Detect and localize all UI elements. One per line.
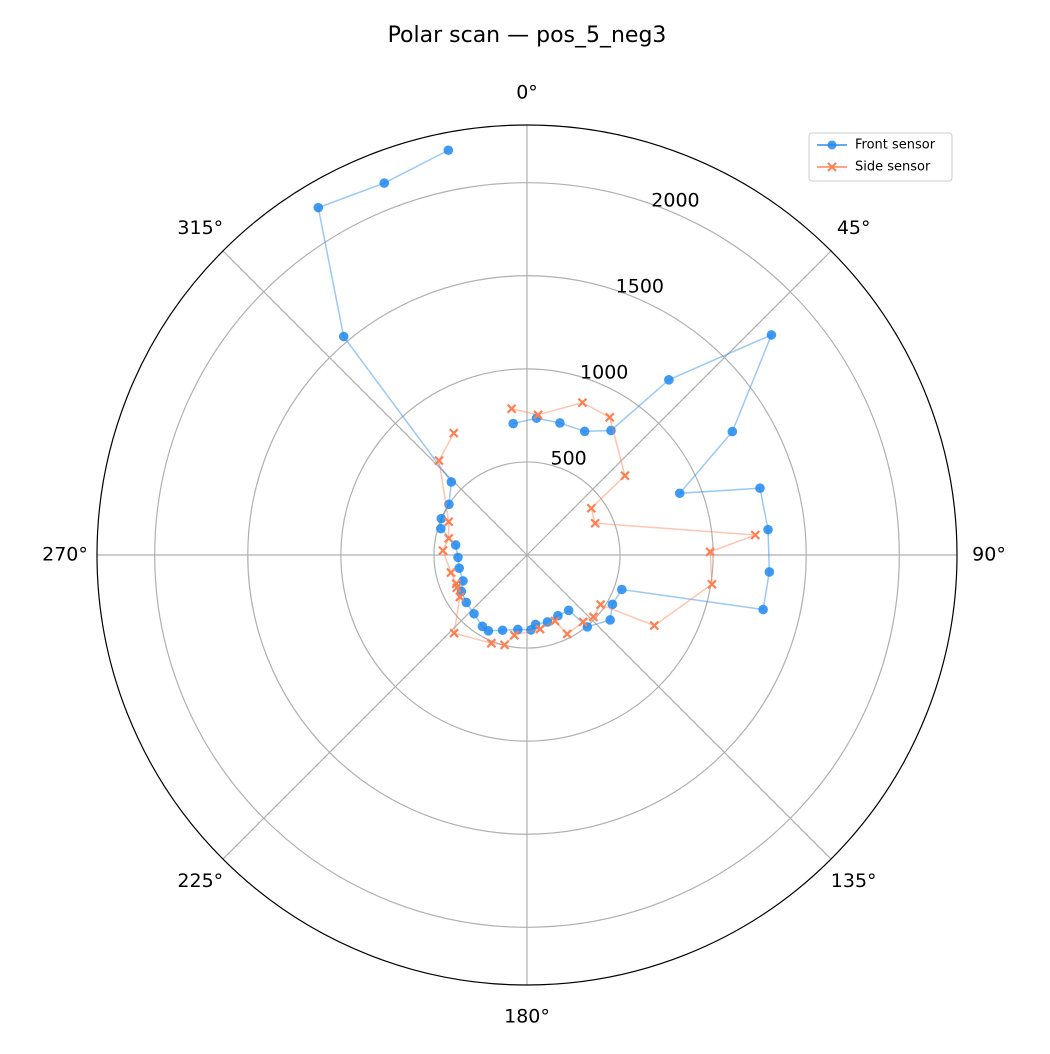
marker	[508, 418, 518, 429]
marker	[379, 178, 390, 188]
marker	[763, 524, 773, 535]
marker	[750, 530, 761, 540]
marker	[453, 552, 463, 563]
theta-tick-label: 270°	[42, 544, 88, 566]
marker	[550, 616, 560, 626]
theta-tick-label: 45°	[837, 217, 871, 239]
marker	[450, 540, 461, 550]
marker	[434, 455, 444, 466]
legend-marker	[827, 162, 837, 172]
marker	[727, 426, 738, 437]
theta-tick-label: 0°	[516, 82, 538, 104]
marker	[579, 426, 590, 437]
marker	[705, 547, 715, 557]
marker	[605, 615, 615, 625]
marker	[438, 545, 448, 556]
outer-frame	[96, 124, 958, 986]
marker	[553, 610, 563, 621]
marker	[436, 513, 447, 524]
theta-tick-label: 90°	[972, 544, 1006, 566]
theta-tick-label: 225°	[177, 870, 223, 892]
marker	[674, 488, 685, 499]
marker	[486, 638, 497, 648]
marker	[555, 418, 565, 428]
r-tick-label: 1500	[616, 276, 664, 298]
marker	[590, 518, 600, 528]
theta-tick-label: 180°	[504, 1006, 550, 1028]
marker	[458, 576, 468, 586]
theta-tick-label: 135°	[831, 870, 877, 892]
marker	[755, 483, 765, 493]
marker	[764, 567, 775, 577]
grid-spoke	[526, 250, 832, 556]
marker	[588, 612, 599, 622]
legend-marker	[827, 140, 837, 150]
marker	[766, 330, 777, 340]
legend-label: Side sensor	[855, 160, 931, 175]
marker	[664, 375, 674, 385]
marker	[443, 533, 454, 544]
chart-title: Polar scan — pos_5_neg3	[388, 23, 667, 48]
grid-spoke	[222, 250, 528, 556]
marker	[469, 608, 479, 619]
grid-spoke	[526, 554, 832, 860]
marker	[586, 503, 597, 514]
marker	[533, 410, 543, 420]
marker	[595, 599, 606, 610]
marker	[563, 605, 574, 616]
marker	[338, 331, 349, 342]
marker	[448, 428, 459, 438]
r-tick-label: 2000	[651, 190, 699, 212]
series-line	[438, 401, 756, 646]
marker	[513, 624, 523, 635]
marker	[506, 403, 517, 414]
r-tick-label: 1000	[580, 362, 628, 384]
theta-tick-label: 315°	[177, 217, 223, 239]
marker	[577, 397, 588, 408]
marker	[313, 202, 324, 213]
marker	[446, 477, 457, 487]
marker	[499, 640, 510, 650]
marker	[436, 523, 446, 534]
grid-spoke	[222, 554, 528, 860]
marker	[604, 412, 615, 423]
legend-label: Front sensor	[855, 138, 936, 153]
marker	[451, 578, 462, 589]
marker	[707, 579, 717, 590]
marker	[562, 629, 573, 639]
marker	[578, 617, 588, 627]
marker	[443, 145, 454, 156]
marker	[620, 470, 630, 481]
marker	[607, 599, 618, 610]
marker	[649, 620, 660, 631]
marker	[497, 625, 508, 636]
marker	[526, 625, 536, 635]
marker	[454, 563, 465, 573]
marker	[446, 567, 456, 578]
r-tick-label: 500	[550, 448, 586, 470]
marker	[617, 584, 627, 595]
marker	[449, 628, 459, 638]
marker	[509, 630, 520, 640]
marker	[444, 499, 454, 510]
marker	[455, 592, 465, 602]
marker	[542, 617, 553, 627]
marker	[477, 621, 488, 632]
marker	[606, 425, 616, 436]
marker	[535, 624, 545, 634]
marker	[758, 604, 768, 615]
series-line	[317, 149, 773, 632]
marker	[443, 516, 454, 527]
